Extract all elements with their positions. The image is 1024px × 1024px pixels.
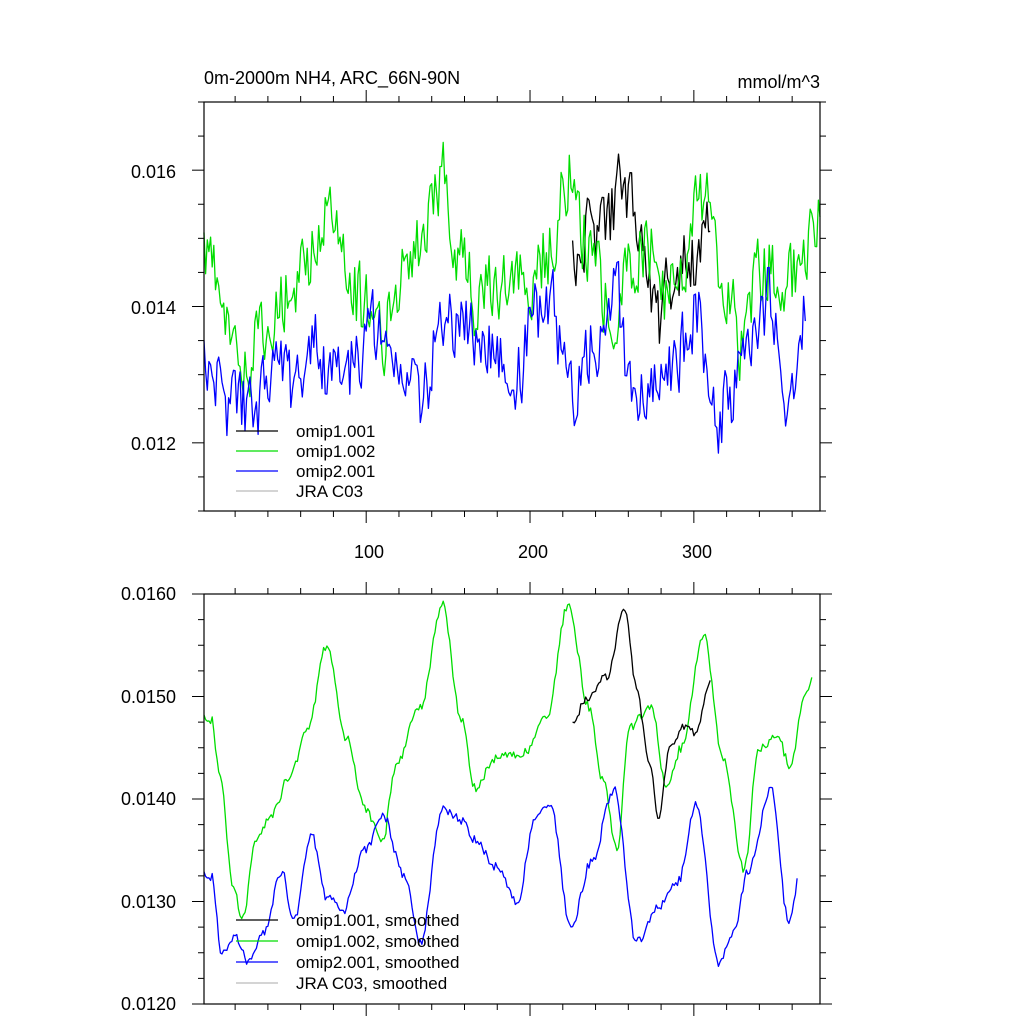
axis-ticks-top (192, 90, 832, 523)
legend-label: omip2.001 (296, 462, 375, 481)
legend-bottom: omip1.001, smoothed omip1.002, smoothed … (236, 911, 460, 993)
y-tick-label: 0.0150 (121, 687, 176, 707)
x-tick-label: 300 (682, 542, 712, 562)
series-line-omip1-002-smoothed (203, 600, 813, 920)
y-tick-label: 0.0130 (121, 892, 176, 912)
legend-top: omip1.001 omip1.002 omip2.001 JRA C03 (236, 422, 375, 501)
series-line-omip1-002 (203, 141, 821, 398)
series-line-omip1-001-smoothed (572, 608, 711, 819)
x-tick-label: 100 (354, 542, 384, 562)
series-line-omip2-001 (203, 260, 806, 454)
legend-label: JRA C03, smoothed (296, 974, 447, 993)
legend-label: omip1.002 (296, 442, 375, 461)
units-label: mmol/m^3 (738, 72, 820, 92)
y-tick-label: 0.0140 (121, 789, 176, 809)
y-tick-label: 0.0120 (121, 994, 176, 1014)
axis-ticks-bottom (192, 582, 832, 1016)
chart-title: 0m-2000m NH4, ARC_66N-90N (204, 68, 460, 89)
y-tick-label: 0.014 (131, 298, 176, 318)
legend-label: omip1.001, smoothed (296, 911, 460, 930)
legend-label: omip2.001, smoothed (296, 953, 460, 972)
panel-bottom: 0.0120 0.0130 0.0140 0.0150 0.0160 omip1… (121, 582, 832, 1016)
plot-area-bottom (203, 600, 813, 968)
x-tick-label: 200 (518, 542, 548, 562)
legend-label: JRA C03 (296, 482, 363, 501)
y-tick-label: 0.0160 (121, 584, 176, 604)
y-tick-label: 0.016 (131, 162, 176, 182)
legend-label: omip1.002, smoothed (296, 932, 460, 951)
panel-top: 0m-2000m NH4, ARC_66N-90N mmol/m^3 0.012… (131, 68, 832, 562)
series-line-omip2-001-smoothed (203, 786, 798, 968)
legend-label: omip1.001 (296, 422, 375, 441)
y-tick-label: 0.012 (131, 434, 176, 454)
plot-area-top (203, 141, 821, 454)
